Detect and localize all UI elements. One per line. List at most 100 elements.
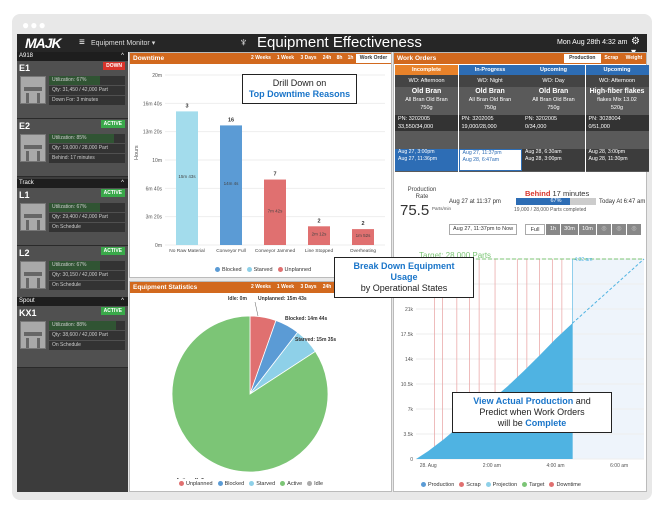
range-button[interactable]: 3 Days: [300, 284, 317, 290]
product-size: 750g: [547, 105, 560, 111]
y-tick-label: 3.5k: [404, 432, 414, 438]
bar-count-label: 2: [361, 221, 364, 227]
range-button[interactable]: 1 Week: [276, 55, 295, 61]
chevron-up-icon[interactable]: ^: [121, 180, 124, 186]
equipment-thumbnail: [20, 134, 46, 162]
legend-swatch: [307, 481, 313, 487]
utilization-fill: [49, 76, 100, 85]
range-button[interactable]: Work Order: [356, 54, 391, 63]
chevron-up-icon[interactable]: ^: [121, 53, 124, 59]
group-header[interactable]: Track ^: [17, 179, 128, 188]
bar: [352, 229, 374, 245]
legend-label: Production: [428, 482, 455, 488]
equipment-stat-text: Qty: 31,450 / 42,000 Part: [52, 87, 108, 93]
y-axis-label: Hours: [134, 145, 140, 160]
legend-swatch: [485, 482, 491, 488]
range-button[interactable]: 24h: [322, 284, 332, 290]
equipment-stat-text: Behind: 17 minutes: [52, 155, 95, 161]
product-desc: flakes Mix 13.02: [597, 97, 637, 103]
wo-end: Today At 6:47 am: [599, 199, 646, 205]
equipment-name: E1: [19, 63, 31, 73]
top-bar: MAJK ≡ Equipment Monitor ▾ ♆ Equipment E…: [17, 34, 647, 58]
callout-highlight: Break Down Equipment Usage: [353, 261, 455, 282]
equipment-thumbnail: [20, 261, 46, 289]
work-order-card[interactable]: Upcoming WO: Day Old Bran All Bran Old Bran…: [522, 65, 585, 172]
callout-text: Drill Down on: [272, 78, 327, 88]
product-desc: All Bran Old Bran: [468, 97, 512, 103]
work-order-card[interactable]: Upcoming WO: Afternoon High-fiber flakes fl…: [585, 65, 649, 172]
part-number: PN: 3202005: [395, 115, 458, 123]
tab-production[interactable]: Production: [563, 54, 601, 63]
range-button[interactable]: 8h: [336, 55, 343, 61]
work-order-qty: 0/34,000: [522, 123, 585, 131]
zoom-button-1h[interactable]: 1h: [546, 224, 560, 235]
downtime-legend: Blocked Starved Unplanned: [210, 267, 311, 273]
legend-label: Downtime: [556, 482, 581, 488]
chart-tool-icon[interactable]: ◎: [627, 224, 641, 235]
legend-swatch: [459, 482, 465, 488]
y-tick-label: 10.5k: [401, 382, 414, 388]
work-order-name: WO: Afternoon: [395, 75, 458, 87]
zoom-button-Full[interactable]: Full: [525, 224, 545, 235]
rate-value: 75.5: [400, 202, 430, 219]
y-tick-label: 14k: [405, 357, 414, 363]
production-legend: Production Scrap Projection Target Downtime: [416, 482, 581, 488]
zoom-button-10m[interactable]: 10m: [579, 224, 596, 235]
status-badge: ACTIVE: [100, 307, 125, 315]
equipment-stat-row: Qty: 19,000 / 28,000 Part: [49, 144, 125, 153]
legend-swatch: [277, 267, 283, 273]
legend-swatch: [179, 481, 184, 487]
group-header[interactable]: A918 ^: [17, 52, 128, 61]
pie-slice-label: Blocked: 14m 44s: [285, 316, 327, 322]
equipment-card-e2[interactable]: E2 ACTIVE Utilization: 85% Qty: 19,000 / 28…: [17, 119, 128, 177]
x-tick-label: No Raw Material: [169, 248, 204, 254]
legend-swatch: [421, 482, 426, 488]
work-order-card[interactable]: Incomplete WO: Afternoon Old Bran All Bran …: [395, 65, 458, 172]
pie-slice: [171, 315, 329, 473]
chevron-up-icon[interactable]: ^: [121, 298, 124, 304]
callout-statistics: Break Down Equipment Usage by Operationa…: [334, 257, 474, 298]
x-tick-label: Conveyor Full: [216, 248, 246, 254]
equipment-stat-row: Utilization: 85%: [49, 134, 125, 143]
group-header[interactable]: Spout ^: [17, 297, 128, 306]
range-button[interactable]: 24h: [322, 55, 332, 61]
equipment-stat-text: Qty: 19,000 / 28,000 Part: [52, 145, 108, 151]
tab-scrap[interactable]: Scrap: [604, 55, 619, 61]
part-number: PN: 3028004: [585, 115, 649, 123]
pie-slice-label: Idle: 0m: [228, 296, 247, 302]
equipment-card-l1[interactable]: L1 ACTIVE Utilization: 67% Qty: 29,400 / 42…: [17, 188, 128, 246]
equipment-stat-row: Behind: 17 minutes: [49, 154, 125, 163]
bar-count-label: 16: [228, 117, 234, 123]
equipment-stat-row: Utilization: 67%: [49, 261, 125, 270]
work-order-status: Upcoming: [522, 65, 585, 75]
work-order-end: Aug 28, 11:30pm: [588, 156, 628, 162]
statistics-legend: Unplanned Blocked Starved Active Idle: [174, 481, 323, 487]
y-tick-label: 17.5k: [401, 332, 414, 338]
work-order-name: WO: Day: [522, 75, 585, 87]
legend-label: Target: [529, 482, 545, 488]
work-order-end: Aug 27, 11:36pm: [398, 156, 438, 162]
chart-tool-icon[interactable]: ◎: [612, 224, 626, 235]
range-button[interactable]: 1h: [347, 55, 354, 61]
range-button[interactable]: 2 Weeks: [251, 55, 271, 61]
menu-icon[interactable]: ≡: [79, 37, 85, 48]
work-order-card[interactable]: In-Progress WO: Night Old Bran All Bran Old…: [458, 65, 522, 172]
equipment-stat-text: Down For: 3 minutes: [52, 97, 99, 103]
range-button[interactable]: 2 Weeks: [251, 284, 271, 290]
x-tick-label: 4:00 am: [546, 463, 564, 469]
utilization-fill: [49, 261, 100, 270]
work-order-end: Aug 28, 6:47am: [462, 157, 500, 163]
equipment-stat-row: On Schedule: [49, 223, 125, 232]
callout-text: Predict when Work Orders: [479, 407, 585, 417]
equipment-card-e1[interactable]: E1 DOWN Utilization: 67% Qty: 31,450 / 42,0…: [17, 61, 128, 119]
zoom-button-30m[interactable]: 30m: [561, 224, 578, 235]
range-button[interactable]: 3 Days: [300, 55, 317, 61]
tab-weight[interactable]: Weight: [625, 55, 643, 61]
legend-swatch: [549, 482, 555, 488]
module-selector[interactable]: Equipment Monitor ▾: [91, 40, 156, 47]
equipment-card-kx1[interactable]: KX1 ACTIVE Utilization: 88% Qty: 38,600 / 4…: [17, 306, 128, 368]
time-range-selector[interactable]: Aug 27, 11:37pm to Now: [449, 224, 518, 235]
chart-tool-icon[interactable]: ◎: [597, 224, 611, 235]
equipment-card-l2[interactable]: L2 ACTIVE Utilization: 67% Qty: 30,150 / 42…: [17, 246, 128, 304]
range-button[interactable]: 1 Week: [276, 284, 295, 290]
